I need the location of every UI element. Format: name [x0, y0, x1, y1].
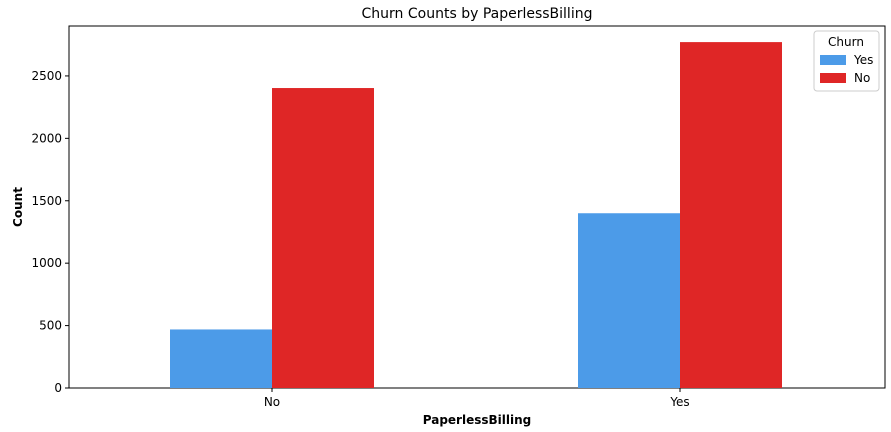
- legend-label-yes: Yes: [853, 53, 873, 67]
- bar-yes-yes: [578, 213, 680, 388]
- x-tick-label: No: [264, 395, 280, 409]
- legend: Churn Yes No: [813, 30, 880, 92]
- legend-swatch-yes: [820, 55, 846, 65]
- legend-label-no: No: [854, 71, 870, 85]
- y-tick-label: 2500: [31, 69, 62, 83]
- x-axis-label: PaperlessBilling: [423, 413, 532, 427]
- y-tick-label: 2000: [31, 131, 62, 145]
- x-tick-label: Yes: [669, 395, 689, 409]
- y-axis: 0 500 1000 1500 2000 2500: [31, 69, 69, 395]
- y-tick-label: 500: [39, 319, 62, 333]
- legend-items: Yes No: [820, 53, 873, 85]
- bars-group: [170, 42, 782, 389]
- y-tick-label: 0: [54, 381, 62, 395]
- y-axis-label: Count: [11, 187, 25, 227]
- bar-no-yes: [170, 329, 272, 388]
- x-axis: No Yes: [264, 388, 690, 409]
- chart-title: Churn Counts by PaperlessBilling: [362, 6, 593, 22]
- y-tick-label: 1500: [31, 194, 62, 208]
- plot-area: [68, 25, 886, 389]
- y-tick-label: 1000: [31, 256, 62, 270]
- legend-swatch-no: [820, 73, 846, 83]
- bar-yes-no: [680, 42, 782, 389]
- legend-title: Churn: [828, 35, 864, 49]
- bar-no-no: [272, 88, 374, 388]
